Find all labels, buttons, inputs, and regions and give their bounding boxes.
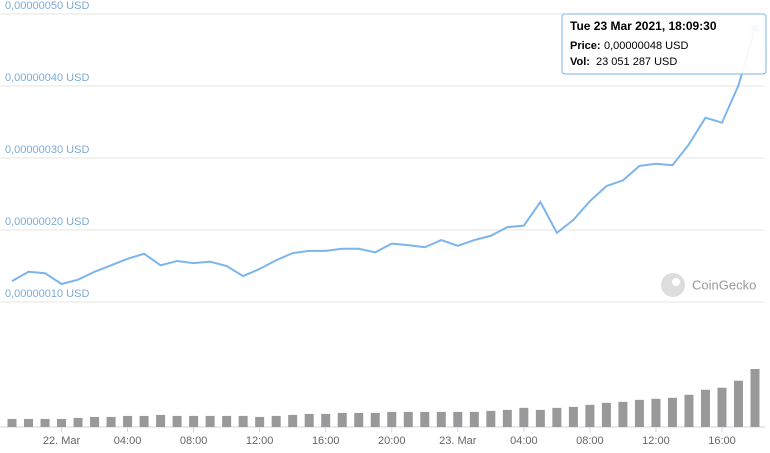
volume-bar: [684, 394, 694, 427]
volume-bar: [139, 415, 149, 427]
tooltip-price: 0,00000048 USD: [604, 40, 688, 52]
volume-bar: [288, 414, 298, 427]
x-tick-label: 08:00: [576, 435, 604, 447]
volume-bar: [24, 418, 34, 427]
volume-bar: [420, 411, 430, 427]
volume-bar: [519, 407, 529, 427]
volume-bar: [205, 415, 215, 427]
volume-bar: [667, 397, 677, 427]
x-tick-label: 16:00: [312, 435, 340, 447]
x-tick-label: 12:00: [642, 435, 670, 447]
volume-bar: [453, 411, 463, 427]
x-tick-label: 22. Mar: [43, 435, 81, 447]
x-tick-label: 04:00: [510, 435, 538, 447]
tooltip-vol: 23 051 287 USD: [596, 56, 677, 68]
volume-bar: [634, 399, 644, 427]
volume-bar: [700, 389, 710, 427]
logo-eye: [672, 278, 680, 286]
watermark: CoinGecko: [692, 277, 756, 292]
y-tick-label: 0,00000010 USD: [5, 288, 89, 300]
volume-bar: [568, 406, 578, 427]
x-tick-label: 12:00: [246, 435, 274, 447]
x-tick-label: 04:00: [114, 435, 142, 447]
volume-bar: [601, 402, 611, 427]
volume-bar: [585, 404, 595, 427]
tooltip: Tue 23 Mar 2021, 18:09:30 Price: 0,0000004…: [561, 13, 767, 75]
logo: [661, 273, 685, 297]
volume-bar: [337, 412, 347, 427]
volume-bar: [73, 417, 83, 427]
volume-bar: [172, 415, 182, 427]
volume-bar: [618, 401, 628, 427]
volume-bar: [321, 413, 331, 427]
y-tick-label: 0,00000050 USD: [5, 0, 89, 12]
volume-bar: [106, 416, 116, 427]
volume-bar: [750, 369, 760, 427]
volume-bar: [222, 415, 232, 427]
tooltip-vol-label: Vol:: [570, 56, 590, 68]
volume-bar: [7, 418, 17, 427]
volume-bar: [436, 411, 446, 427]
x-tick-label: 16:00: [708, 435, 736, 447]
volume-bar: [255, 416, 265, 427]
volume-bar: [90, 416, 100, 427]
x-tick-label: 08:00: [180, 435, 208, 447]
volume-bar: [469, 411, 479, 427]
volume-bar: [502, 409, 512, 427]
tooltip-price-label: Price:: [570, 40, 601, 52]
y-tick-label: 0,00000030 USD: [5, 144, 89, 156]
volume-bar: [403, 411, 413, 427]
volume-bar: [717, 387, 727, 427]
volume-bar: [40, 418, 50, 427]
volume-bar: [486, 410, 496, 427]
tooltip-box: [561, 13, 767, 75]
volume-bar: [651, 398, 661, 427]
volume-bar: [189, 415, 199, 427]
price-line: [11, 28, 756, 286]
volume-bar: [552, 407, 562, 427]
volume-bar: [123, 415, 133, 427]
volume-bar: [535, 409, 545, 427]
x-tick-label: 23. Mar: [439, 435, 477, 447]
y-tick-label: 0,00000040 USD: [5, 72, 89, 84]
volume-bar: [733, 380, 743, 427]
x-tick-label: 20:00: [378, 435, 406, 447]
volume-bar: [354, 412, 364, 427]
y-tick-label: 0,00000020 USD: [5, 216, 89, 228]
volume-bar: [238, 415, 248, 427]
volume-bar: [271, 415, 281, 427]
volume-bar: [370, 412, 380, 427]
tooltip-title: Tue 23 Mar 2021, 18:09:30: [570, 19, 717, 33]
volume-bar: [156, 414, 166, 427]
volume-bar: [387, 411, 397, 427]
volume-bar: [57, 418, 67, 427]
volume-bar: [304, 413, 314, 427]
